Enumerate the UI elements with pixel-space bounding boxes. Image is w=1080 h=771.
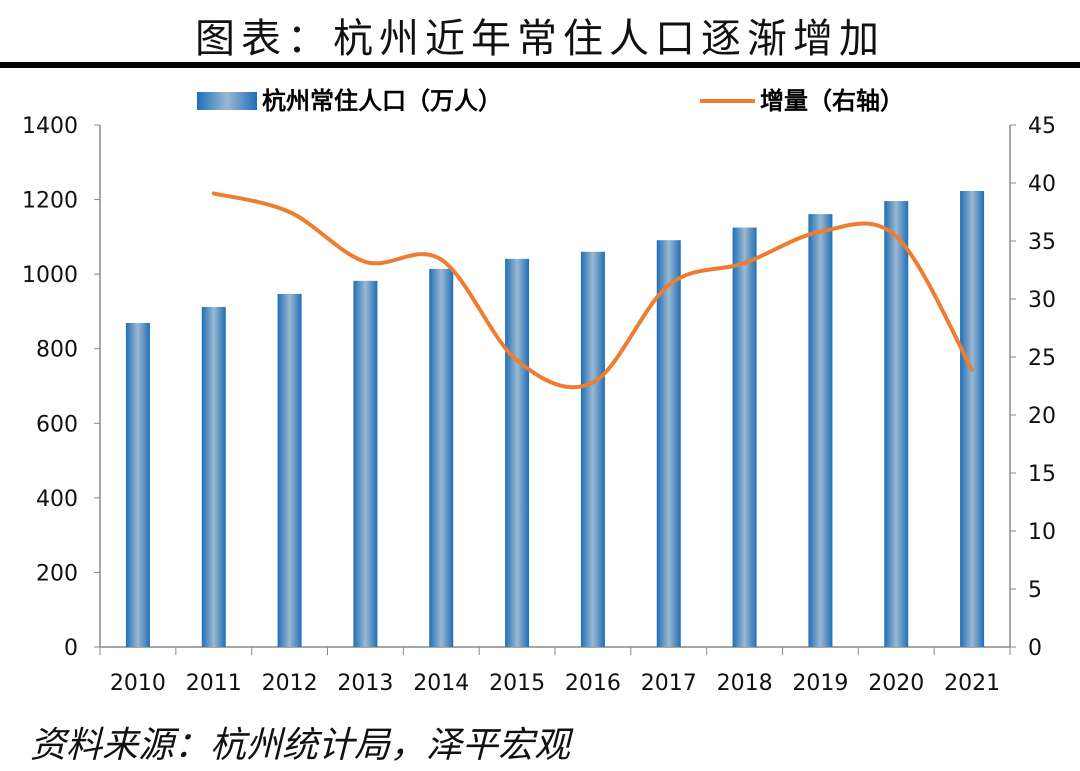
bar-2016	[580, 251, 605, 647]
x-tick-label: 2011	[186, 671, 242, 696]
bar-2017	[656, 240, 681, 647]
increment-line	[211, 191, 975, 390]
title-divider	[0, 62, 1080, 68]
left-tick-label: 600	[36, 412, 78, 437]
right-tick-label: 30	[1028, 288, 1056, 313]
x-tick-label: 2019	[792, 671, 848, 696]
chart-title: 图表：杭州近年常住人口逐渐增加	[195, 16, 885, 62]
right-tick-label: 0	[1028, 636, 1042, 661]
left-tick-label: 1000	[22, 263, 78, 288]
right-tick-label: 20	[1028, 404, 1056, 429]
x-tick-label: 2010	[110, 671, 166, 696]
left-tick-label: 1400	[22, 114, 78, 139]
bar-2011	[201, 306, 226, 647]
bar-2015	[505, 258, 530, 647]
right-tick-label: 35	[1028, 230, 1056, 255]
bar-2010	[125, 322, 150, 647]
right-tick-label: 25	[1028, 346, 1056, 371]
bar-2014	[429, 268, 454, 647]
legend-bar-label: 杭州常住人口（万人）	[262, 87, 502, 115]
x-tick-label: 2013	[337, 671, 393, 696]
bar-2019	[808, 214, 833, 647]
x-tick-label: 2015	[489, 671, 545, 696]
x-tick-label: 2014	[413, 671, 469, 696]
x-tick-label: 2018	[717, 671, 773, 696]
bar-2013	[353, 280, 378, 647]
source-note: 资料来源：杭州统计局，泽平宏观	[30, 725, 571, 766]
x-tick-label: 2016	[565, 671, 621, 696]
legend-line-label: 增量（右轴）	[760, 87, 904, 115]
left-tick-label: 0	[64, 636, 78, 661]
right-tick-label: 40	[1028, 172, 1056, 197]
x-tick-label: 2020	[868, 671, 924, 696]
right-tick-label: 15	[1028, 462, 1056, 487]
right-tick-label: 45	[1028, 114, 1056, 139]
bar-2021	[960, 190, 985, 647]
x-tick-label: 2012	[262, 671, 318, 696]
bar-2012	[277, 293, 302, 647]
legend-bar-swatch	[197, 92, 257, 110]
bar-2018	[732, 227, 757, 648]
left-tick-label: 200	[36, 561, 78, 586]
right-tick-label: 5	[1028, 578, 1042, 603]
bar-2020	[884, 201, 909, 647]
x-tick-label: 2021	[944, 671, 1000, 696]
right-tick-label: 10	[1028, 520, 1056, 545]
left-tick-label: 400	[36, 487, 78, 512]
left-tick-label: 1200	[22, 189, 78, 214]
x-tick-label: 2017	[641, 671, 697, 696]
left-tick-label: 800	[36, 338, 78, 363]
